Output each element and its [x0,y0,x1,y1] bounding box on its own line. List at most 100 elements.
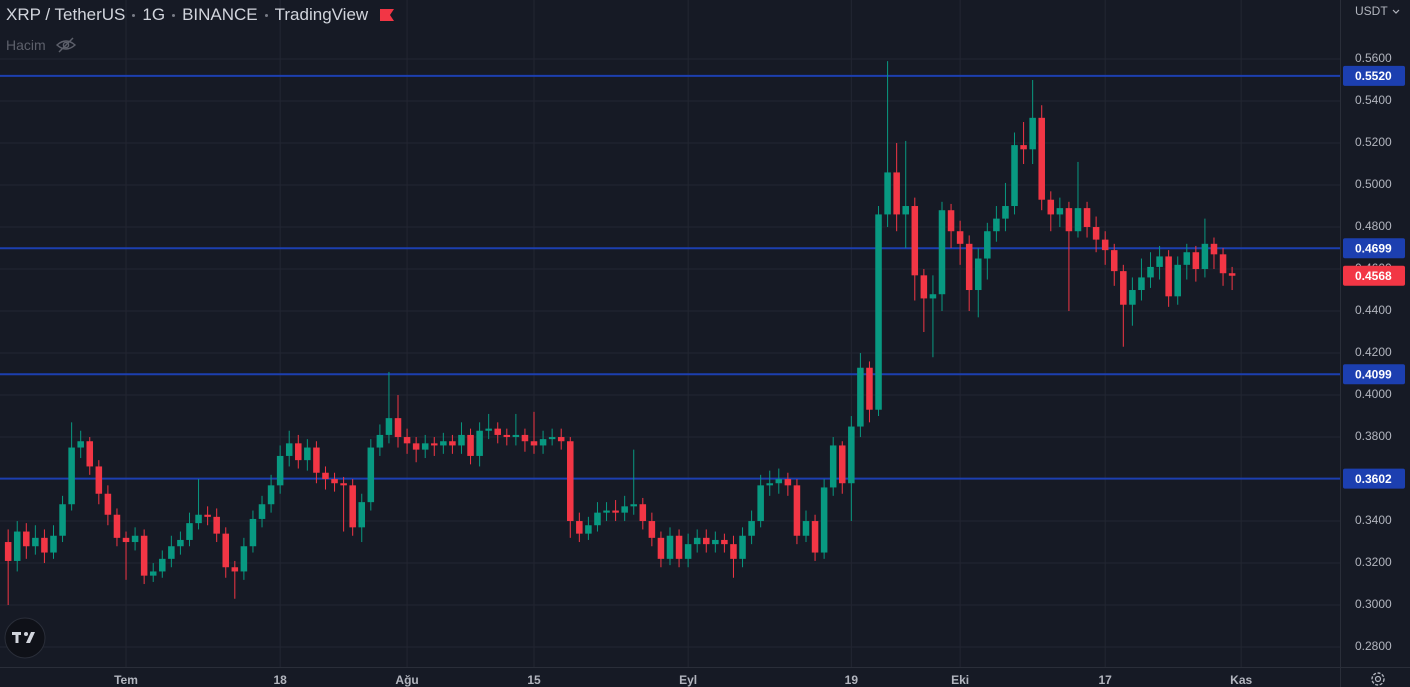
candle-body [131,535,139,543]
x-tick-label: Tem [114,673,138,687]
last-price-label: 0.4568 [1355,269,1392,283]
price-tag [1343,238,1405,259]
x-tick-label: Eki [951,673,969,687]
candle-body [630,504,637,507]
candle-body [340,483,347,486]
y-tick-label: 0.5400 [1355,93,1392,107]
candle-body [884,172,891,215]
price-tag-label: 0.4099 [1355,367,1392,381]
candle-body [539,439,547,446]
separator-dot [264,13,268,17]
candle-body [1110,250,1118,272]
price-tag [1343,65,1405,86]
candle-body [703,537,710,545]
candle-body [421,443,429,450]
candle-body [1210,243,1218,255]
candle-body [4,542,12,561]
candle-body [1074,208,1082,232]
candle-body [431,443,438,446]
y-tick-label: 0.3800 [1355,429,1392,443]
candle-body [1020,145,1027,150]
candle-body [1174,264,1181,297]
price-tag-label: 0.5520 [1355,69,1392,83]
tradingview-logo[interactable] [4,617,46,659]
candle-body [820,487,828,553]
x-tick-label: 15 [527,673,541,687]
candle-body [848,426,855,484]
candle-body [1083,208,1091,228]
candle-body [458,434,465,446]
candle-body [893,172,900,215]
horizontal-lines [0,74,1340,480]
candle-body [412,443,420,450]
candle-body [276,455,284,486]
candle-body [657,537,665,559]
candle-body [1138,277,1145,291]
candle-body [521,434,529,442]
currency-chevron[interactable] [1392,9,1400,14]
candle-body [866,367,873,410]
candle-body [1065,208,1073,232]
candle-body [1047,199,1055,215]
candle-body [576,521,583,534]
candle-body [512,434,520,438]
hidden-eye-icon[interactable] [55,37,77,53]
candle-body [467,434,474,456]
candle-body [267,485,275,505]
x-tick-label: 17 [1099,673,1113,687]
candle-body [376,434,384,448]
candle-body [974,258,982,291]
candle-body [50,535,57,553]
candle-body [240,546,248,572]
candle-body [594,512,601,526]
candle-body [331,479,338,484]
candle-body [775,479,783,484]
candle-body [1228,273,1236,276]
volume-label: Hacim [6,37,46,53]
x-tick-label: Ağu [395,673,418,687]
candle-body [829,445,837,488]
candle-body [449,441,456,446]
candle-body [322,472,329,480]
candle-body [113,514,121,538]
candle-body [95,466,103,494]
candle-body [349,485,356,528]
candle-body [503,434,511,438]
settings-gear[interactable] [1371,672,1385,686]
candle-body [140,535,148,576]
candle-body [1147,266,1154,278]
candle-body [557,437,565,442]
candle-body [585,525,592,534]
y-tick-label: 0.4000 [1355,387,1392,401]
candle-body [621,506,628,513]
candles [4,61,1236,606]
candle-body [494,428,502,435]
candle-body [793,485,801,536]
candle-body [857,367,864,427]
last-price-tag [1343,265,1405,286]
candle-body [920,275,928,299]
candle-body [68,447,75,505]
symbol-title: XRP / TetherUS 1G BINANCE TradingView [6,5,398,25]
candle-body [1002,206,1009,219]
candle-body [403,437,411,444]
candle-body [1029,117,1036,150]
candle-body [59,504,66,536]
candle-body [838,445,846,484]
currency-button[interactable]: USDT [1355,4,1388,18]
candle-body [684,544,692,559]
candle-body [666,535,674,559]
x-tick-label: 19 [845,673,859,687]
flag-icon[interactable] [378,8,398,22]
candle-body [1092,227,1100,240]
candle-body [929,294,937,299]
candle-body [1101,239,1109,251]
candle-body [23,531,30,547]
candle-body [730,544,737,559]
candle-body [358,502,366,528]
candle-body [41,537,48,553]
candle-body [249,518,257,547]
candle-body [956,231,964,244]
candle-body [938,210,946,295]
